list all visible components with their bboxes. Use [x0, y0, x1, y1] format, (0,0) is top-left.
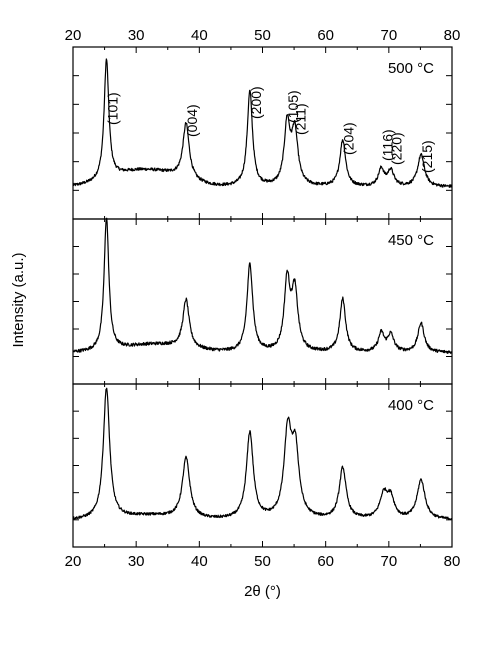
panel-500C: 500 °C (101) (004) (200) (105)(211) (204) (116… — [72, 46, 453, 220]
y-axis-title: Intensity (a.u.) — [10, 252, 27, 347]
diffraction-trace — [72, 58, 453, 188]
diffraction-trace — [72, 387, 453, 521]
x-bottom-tick-label: 40 — [191, 553, 208, 570]
temperature-label: 500 °C — [388, 60, 434, 77]
temperature-label: 400 °C — [388, 397, 434, 414]
peak-index-label: (004) — [184, 104, 200, 137]
x-bottom-tick-label: 20 — [65, 553, 82, 570]
x-top-tick-label: 40 — [191, 27, 208, 44]
x-bottom-tick-label: 80 — [444, 553, 461, 570]
temperature-label: 450 °C — [388, 232, 434, 249]
x-top-tick-label: 70 — [380, 27, 397, 44]
panel-450C: 450 °C — [72, 217, 453, 385]
peak-index-label: (204) — [341, 122, 357, 155]
panels: 500 °C (101) (004) (200) (105)(211) (204) (116… — [72, 46, 453, 548]
x-axis-title: 2θ (°) — [244, 583, 281, 600]
peak-index-label: (116) — [379, 129, 395, 161]
x-bottom-tick-label: 70 — [380, 553, 397, 570]
x-axis-top-tick-labels: 20 30 40 50 60 70 80 — [65, 27, 461, 44]
x-top-tick-label: 80 — [444, 27, 461, 44]
panel-400C: 400 °C — [72, 383, 453, 548]
x-axis-bottom-tick-labels: 20 30 40 50 60 70 80 — [65, 553, 461, 570]
peak-index-label: (211) — [293, 103, 309, 135]
x-top-tick-label: 30 — [128, 27, 145, 44]
x-bottom-tick-label: 30 — [128, 553, 145, 570]
peak-index-label: (215) — [419, 140, 435, 173]
x-top-tick-label: 20 — [65, 27, 82, 44]
x-top-tick-label: 50 — [254, 27, 271, 44]
x-bottom-tick-label: 60 — [317, 553, 334, 570]
peak-index-label: (101) — [104, 92, 120, 125]
x-top-tick-label: 60 — [317, 27, 334, 44]
x-bottom-tick-label: 50 — [254, 553, 271, 570]
peak-index-label: (220) — [389, 132, 405, 165]
peak-index-label: (105) — [285, 90, 301, 123]
diffraction-trace — [72, 217, 453, 354]
peak-index-label: (200) — [248, 86, 264, 119]
